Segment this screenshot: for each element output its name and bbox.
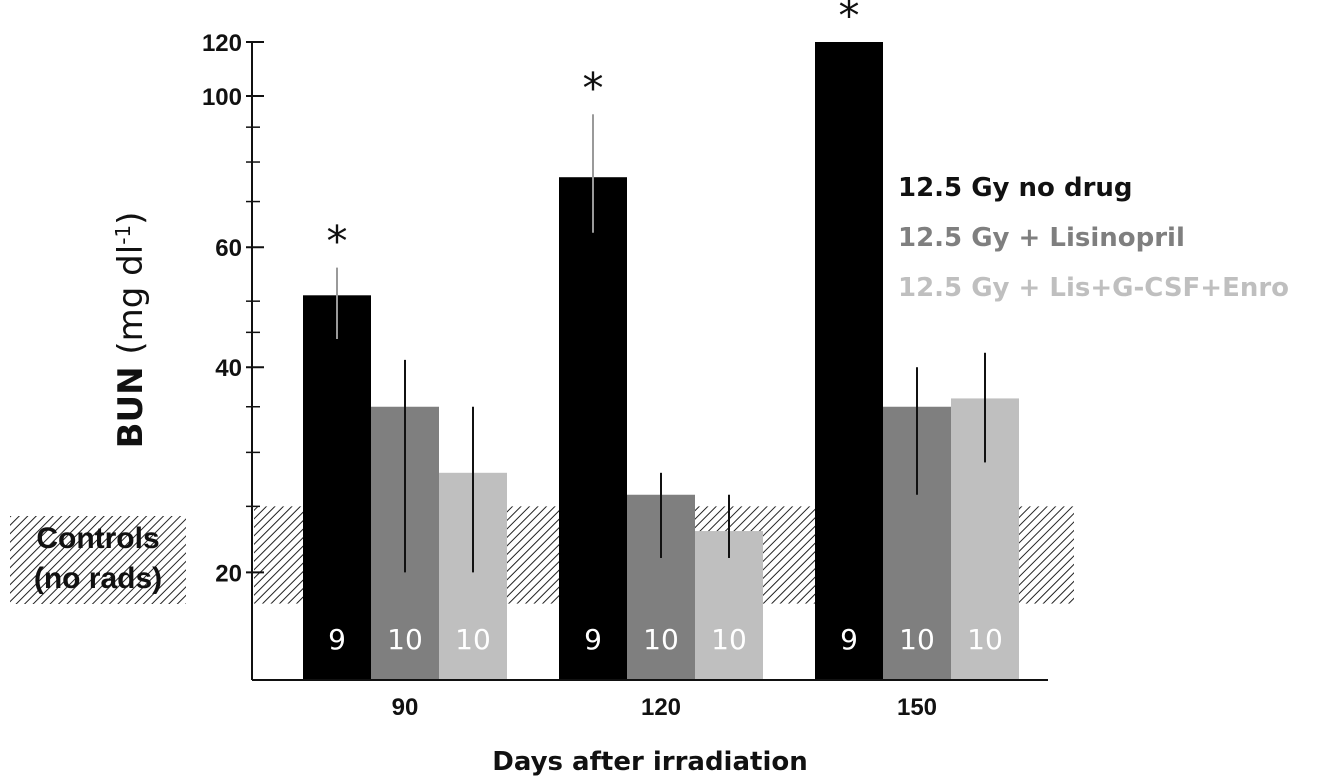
legend-entry-2: 12.5 Gy + Lis+G-CSF+Enro xyxy=(898,273,1289,303)
n-label-90-series-1: 10 xyxy=(387,623,423,656)
y-tick-label-60: 60 xyxy=(215,235,242,262)
legend-entry-1: 12.5 Gy + Lisinopril xyxy=(898,223,1185,253)
y-tick-label-20: 20 xyxy=(215,560,242,587)
n-label-150-series-0: 9 xyxy=(840,623,858,656)
controls-label-bg xyxy=(10,516,186,604)
y-tick-label-100: 100 xyxy=(202,84,242,111)
significance-star-120: * xyxy=(583,63,604,112)
n-label-90-series-2: 10 xyxy=(455,623,491,656)
x-tick-label-150: 150 xyxy=(897,694,937,721)
bar-90-series-0 xyxy=(303,295,371,680)
axes-layer xyxy=(246,41,1048,681)
x-tick-label-90: 90 xyxy=(392,694,419,721)
x-tick-label-120: 120 xyxy=(641,694,681,721)
n-label-150-series-1: 10 xyxy=(899,623,935,656)
x-axis-title: Days after irradiation xyxy=(492,747,807,777)
n-label-90-series-0: 9 xyxy=(328,623,346,656)
controls-label-line1: Controls xyxy=(36,522,159,555)
y-tick-label-120: 120 xyxy=(202,30,242,57)
significance-star-150: * xyxy=(839,0,860,40)
controls-label-line2: (no rads) xyxy=(34,562,162,595)
n-label-120-series-1: 10 xyxy=(643,623,679,656)
n-label-150-series-2: 10 xyxy=(967,623,1003,656)
n-label-120-series-0: 9 xyxy=(584,623,602,656)
bar-150-series-0 xyxy=(815,42,883,680)
legend-entry-0: 12.5 Gy no drug xyxy=(898,173,1133,203)
y-tick-label-40: 40 xyxy=(215,355,242,382)
bars-layer xyxy=(303,42,1019,680)
bar-120-series-0 xyxy=(559,177,627,680)
n-label-120-series-2: 10 xyxy=(711,623,747,656)
y-axis-title: BUN (mg dl-1) xyxy=(111,212,151,449)
labels-layer: 9 * 9 * 9 * 10 10 10 10 10 10 20 40 60 100 120 90 120 150 Da… xyxy=(34,0,1289,777)
significance-star-90: * xyxy=(327,217,348,266)
